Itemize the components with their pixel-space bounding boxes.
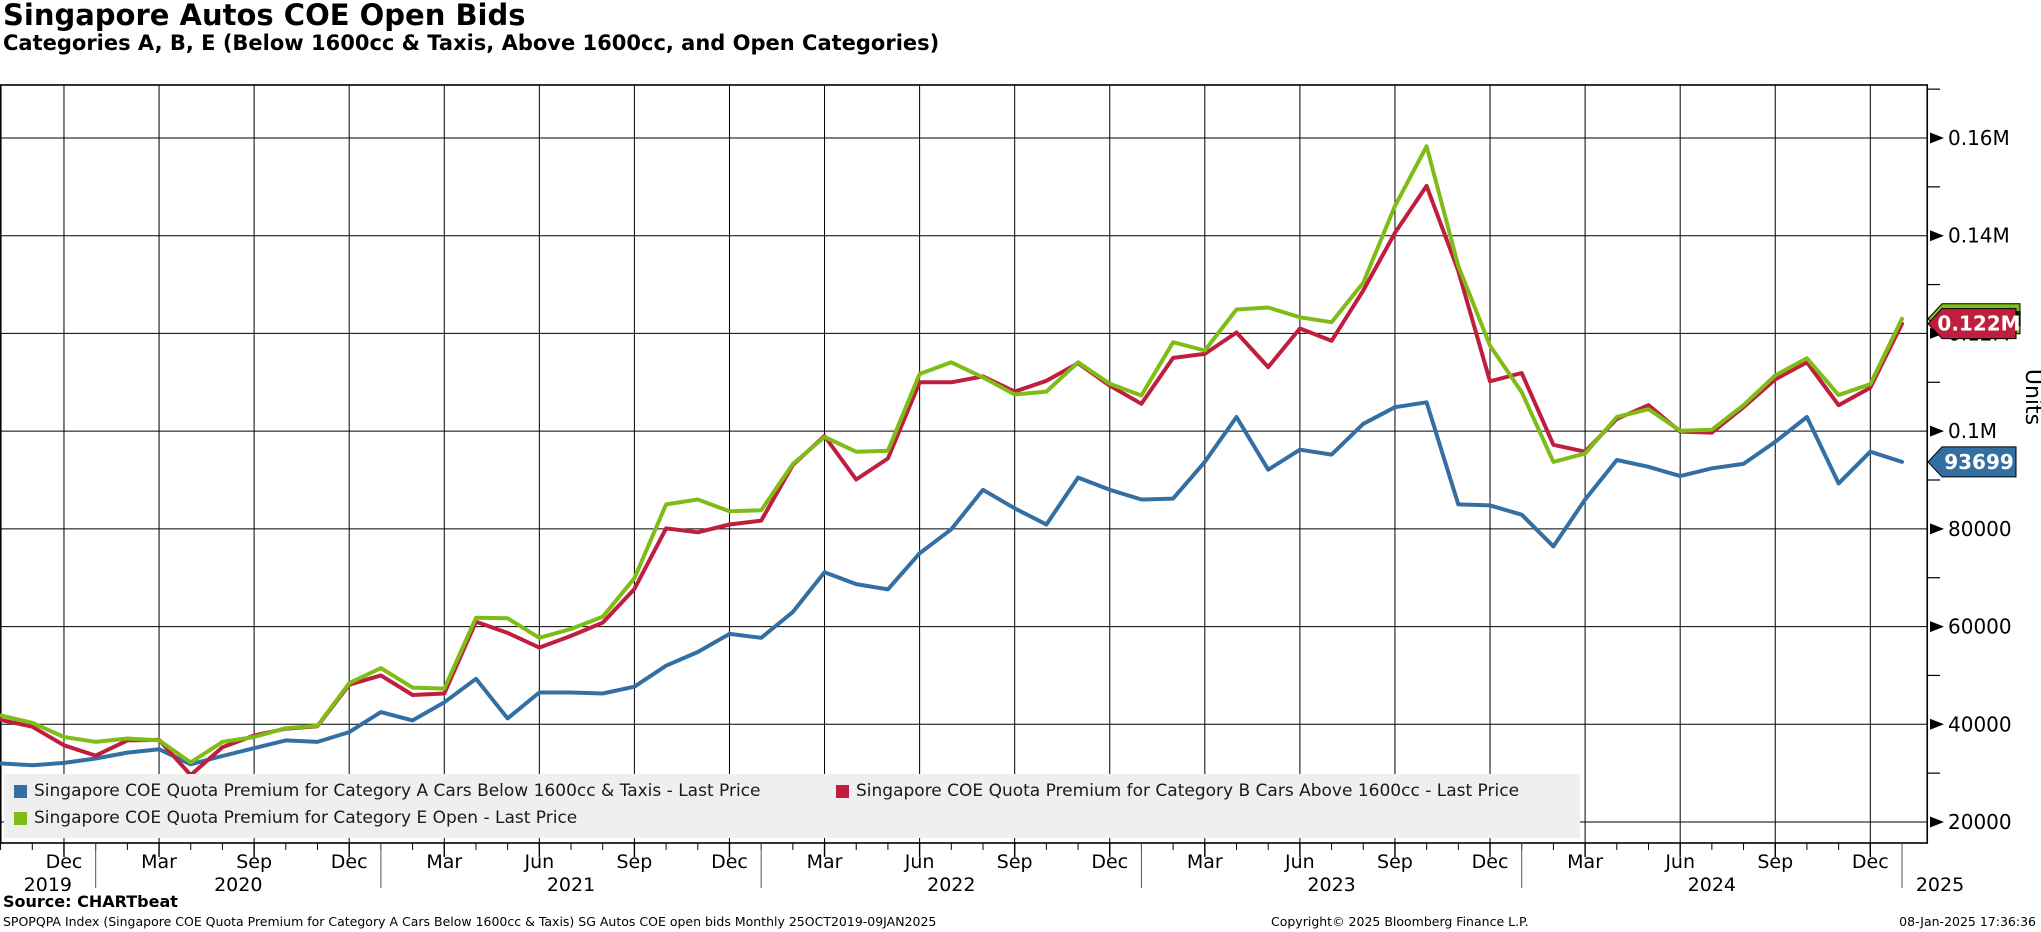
category-e-swatch-icon — [14, 811, 27, 825]
x-tick-label: Sep — [616, 851, 652, 873]
page-title: Singapore Autos COE Open Bids — [3, 0, 526, 32]
x-tick-label: Mar — [1187, 851, 1223, 873]
category-a-swatch-icon — [14, 784, 27, 798]
last-price-badge-label: 93699 — [1944, 450, 2014, 474]
y-tick-label: 20000 — [1948, 810, 2012, 834]
y-tick-arrow-icon — [1930, 523, 1944, 535]
y-tick-arrow-icon — [1930, 230, 1944, 242]
y-tick-label: 60000 — [1948, 615, 2012, 639]
x-tick-label: Jun — [1664, 851, 1695, 873]
index-description: SPOPQPA Index (Singapore COE Quota Premi… — [3, 914, 937, 929]
legend-label-category-a: Singapore COE Quota Premium for Category… — [34, 781, 761, 801]
x-tick-label: Sep — [997, 851, 1033, 873]
x-tick-label: Jun — [523, 851, 554, 873]
copyright-notice: Copyright© 2025 Bloomberg Finance L.P. — [1271, 914, 1529, 929]
y-tick-arrow-icon — [1930, 718, 1944, 730]
x-tick-label: Mar — [141, 851, 177, 873]
y-tick-arrow-icon — [1930, 132, 1944, 144]
x-tick-label: Dec — [711, 851, 748, 873]
y-tick-arrow-icon — [1930, 425, 1944, 437]
year-label: 2022 — [927, 874, 975, 896]
x-tick-label: Jun — [1284, 851, 1315, 873]
year-label: 2021 — [547, 874, 595, 896]
x-tick-label: Dec — [331, 851, 368, 873]
year-label: 2023 — [1307, 874, 1355, 896]
y-tick-label: 0.16M — [1948, 126, 2010, 150]
category-b-swatch-icon — [836, 784, 849, 798]
x-tick-label: Dec — [46, 851, 83, 873]
series-line-0 — [0, 400, 1904, 768]
y-axis-title: Units — [2020, 369, 2041, 425]
last-price-badge-label: 0.122M — [1937, 312, 2020, 336]
y-tick-label: 0.14M — [1948, 224, 2010, 248]
legend-label-category-e: Singapore COE Quota Premium for Category… — [34, 808, 578, 828]
x-tick-label: Dec — [1091, 851, 1128, 873]
legend: Singapore COE Quota Premium for Category… — [4, 774, 1580, 838]
y-tick-label: 80000 — [1948, 517, 2012, 541]
y-tick-arrow-icon — [1930, 621, 1944, 633]
chart-subtitle: Categories A, B, E (Below 1600cc & Taxis… — [3, 31, 940, 55]
x-tick-label: Dec — [1852, 851, 1889, 873]
x-tick-label: Sep — [1757, 851, 1793, 873]
series-line-2 — [0, 144, 1904, 765]
x-tick-label: Sep — [1377, 851, 1413, 873]
x-tick-label: Mar — [426, 851, 462, 873]
y-tick-label: 0.1M — [1948, 419, 1997, 443]
legend-label-category-b: Singapore COE Quota Premium for Category… — [856, 781, 1520, 801]
year-label: 2025 — [1916, 874, 1964, 896]
legend-item-category-e[interactable]: Singapore COE Quota Premium for Category… — [14, 808, 577, 828]
legend-item-category-a[interactable]: Singapore COE Quota Premium for Category… — [14, 781, 761, 801]
series-line-1 — [0, 183, 1904, 778]
year-label: 2019 — [24, 874, 72, 896]
x-tick-label: Mar — [807, 851, 843, 873]
legend-item-category-b[interactable]: Singapore COE Quota Premium for Category… — [836, 781, 1519, 801]
y-tick-label: 40000 — [1948, 712, 2012, 736]
last-price-badge — [1927, 446, 2017, 478]
x-tick-label: Jun — [904, 851, 935, 873]
x-tick-label: Sep — [236, 851, 272, 873]
last-price-badge — [1927, 308, 2017, 340]
x-tick-label: Dec — [1472, 851, 1509, 873]
x-tick-label: Mar — [1567, 851, 1603, 873]
year-label: 2024 — [1688, 874, 1736, 896]
y-tick-arrow-icon — [1930, 816, 1944, 828]
source-label: Source: CHARTbeat — [3, 892, 178, 911]
year-label: 2020 — [214, 874, 262, 896]
plot-border — [0, 84, 1929, 844]
render-timestamp: 08-Jan-2025 17:36:36 — [1899, 914, 2036, 929]
